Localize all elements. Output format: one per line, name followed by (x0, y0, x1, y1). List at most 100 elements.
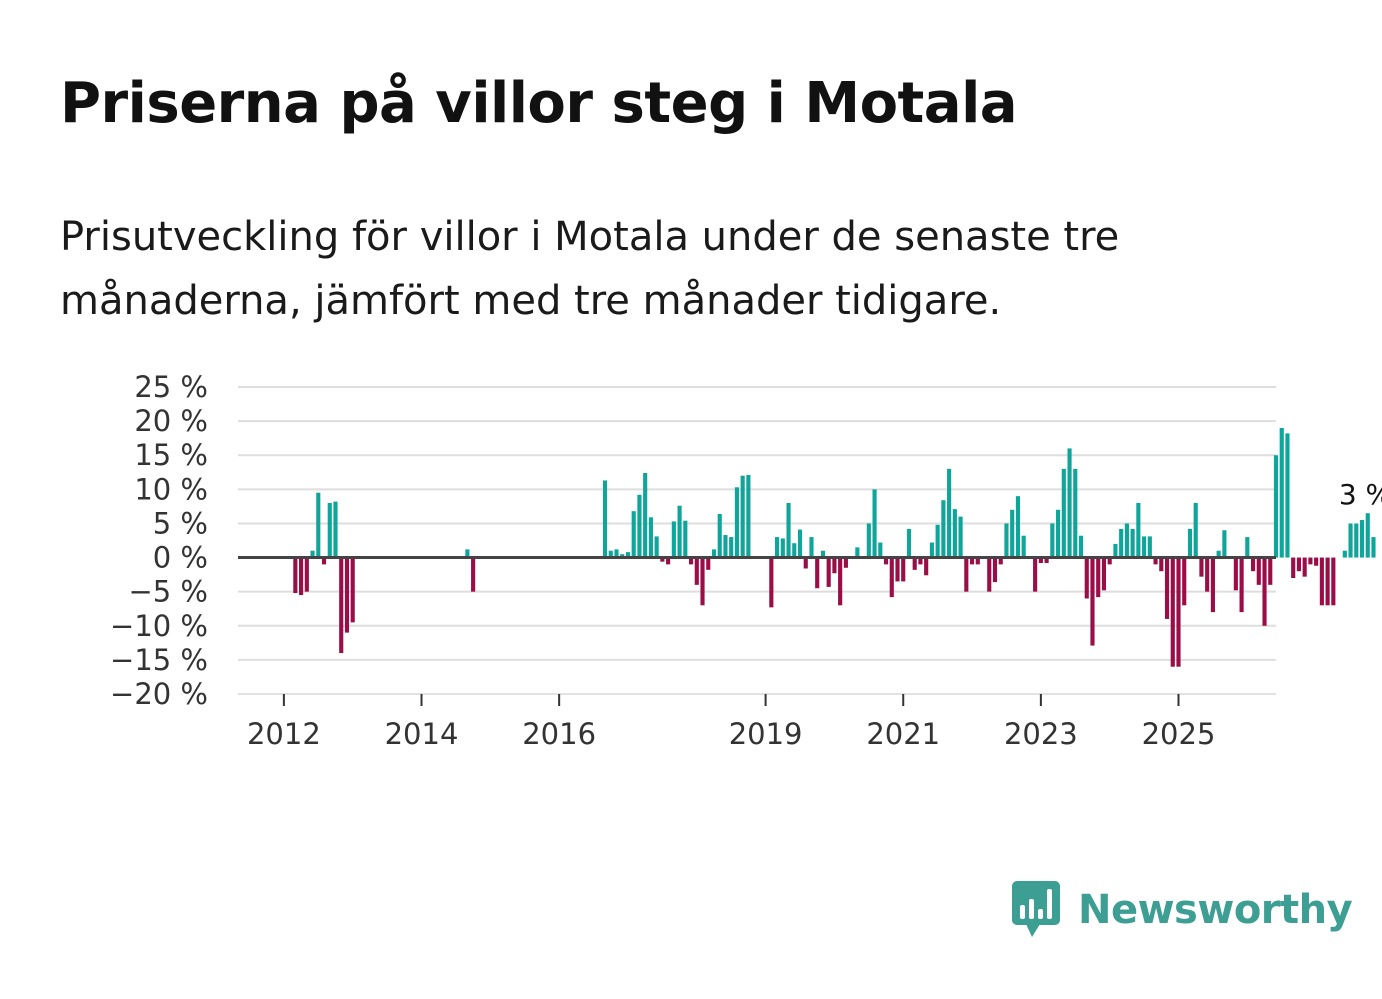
bar (878, 542, 883, 558)
bar (1365, 513, 1370, 558)
newsworthy-logo-icon (1012, 881, 1060, 937)
bar (694, 557, 699, 585)
bar (299, 557, 304, 596)
y-tick-label: 10 % (134, 472, 208, 506)
bar (1331, 557, 1336, 606)
bar (740, 475, 745, 558)
bar (1090, 557, 1095, 646)
bar (746, 475, 751, 558)
bar (1314, 557, 1319, 566)
bar (1216, 550, 1221, 558)
bar (998, 557, 1003, 565)
bar (1342, 550, 1347, 558)
bar (660, 557, 665, 562)
bar (1044, 557, 1049, 564)
bar (969, 557, 975, 565)
bar (992, 557, 998, 583)
bar (1354, 523, 1359, 558)
bar (637, 494, 642, 558)
bar (1130, 528, 1135, 558)
bar (683, 520, 688, 558)
bar (1142, 536, 1147, 558)
bar (1101, 557, 1107, 591)
bar (1164, 557, 1170, 619)
bar (1319, 557, 1324, 606)
bar (1010, 509, 1015, 558)
bar (1187, 528, 1193, 558)
bar (602, 480, 608, 558)
bar (1245, 537, 1250, 558)
bar (1056, 509, 1061, 558)
chart-title: Priserna på villor steg i Motala (60, 71, 1018, 136)
bar (1021, 535, 1026, 558)
x-tick-label: 2012 (247, 717, 321, 751)
axes (238, 556, 1276, 706)
bar (734, 487, 739, 558)
bar (769, 557, 774, 608)
bar (1136, 502, 1141, 558)
bar (350, 557, 355, 623)
newsworthy-logo-text: Newsworthy (1078, 887, 1353, 933)
bar (832, 557, 837, 574)
bar (797, 529, 803, 558)
bar (608, 550, 613, 558)
bar (889, 557, 894, 598)
bar (1273, 455, 1279, 558)
bar (700, 557, 705, 606)
x-tick-label: 2016 (522, 717, 596, 751)
bar (883, 557, 889, 565)
bar (843, 557, 848, 568)
bar (1268, 557, 1273, 585)
bar (304, 557, 309, 592)
bar (958, 516, 963, 558)
bar (935, 524, 940, 558)
bar (964, 557, 969, 592)
bar (1250, 557, 1256, 572)
bar (1084, 557, 1089, 599)
bar (1176, 557, 1181, 667)
bar (1038, 557, 1043, 564)
chart-subtitle: Prisutveckling för villor i Motala under… (60, 214, 1120, 324)
bar (929, 542, 934, 558)
bar (465, 549, 470, 558)
bar (901, 557, 906, 582)
bar (293, 557, 298, 594)
bar (1153, 557, 1158, 565)
bar (780, 538, 785, 558)
bar (643, 472, 648, 558)
y-tick-label: 0 % (153, 541, 208, 575)
x-tick-label: 2021 (866, 717, 940, 751)
y-tick-label: −5 % (128, 575, 208, 609)
bar (648, 517, 653, 558)
bar (1291, 557, 1296, 579)
bar (666, 557, 671, 565)
bar (1033, 557, 1038, 592)
bar (620, 554, 625, 558)
bar (671, 521, 676, 558)
bar (1124, 523, 1129, 558)
bar (1107, 557, 1112, 565)
bar (1371, 537, 1376, 558)
bar (1210, 557, 1215, 613)
bar (310, 550, 315, 558)
bar (1015, 496, 1020, 558)
x-tick-label: 2014 (385, 717, 459, 751)
bar (826, 557, 831, 587)
bar (1119, 528, 1124, 558)
bar (333, 501, 338, 558)
y-tick-label: 5 % (153, 506, 208, 540)
bar (1256, 557, 1261, 585)
bar (631, 511, 636, 558)
labels: 25 %20 %15 %10 %5 %0 %−5 %−10 %−15 %−20 … (110, 370, 1382, 751)
bar-chart: 25 %20 %15 %10 %5 %0 %−5 %−10 %−15 %−20 … (110, 370, 1382, 751)
bar (775, 537, 780, 558)
bar (1067, 448, 1072, 558)
bar (924, 557, 929, 576)
bar (1308, 557, 1313, 565)
bar (1193, 502, 1198, 558)
bar (803, 557, 808, 569)
y-tick-label: 15 % (134, 438, 208, 472)
bar (809, 537, 814, 558)
y-tick-label: −10 % (110, 609, 208, 643)
bar (1285, 433, 1290, 558)
